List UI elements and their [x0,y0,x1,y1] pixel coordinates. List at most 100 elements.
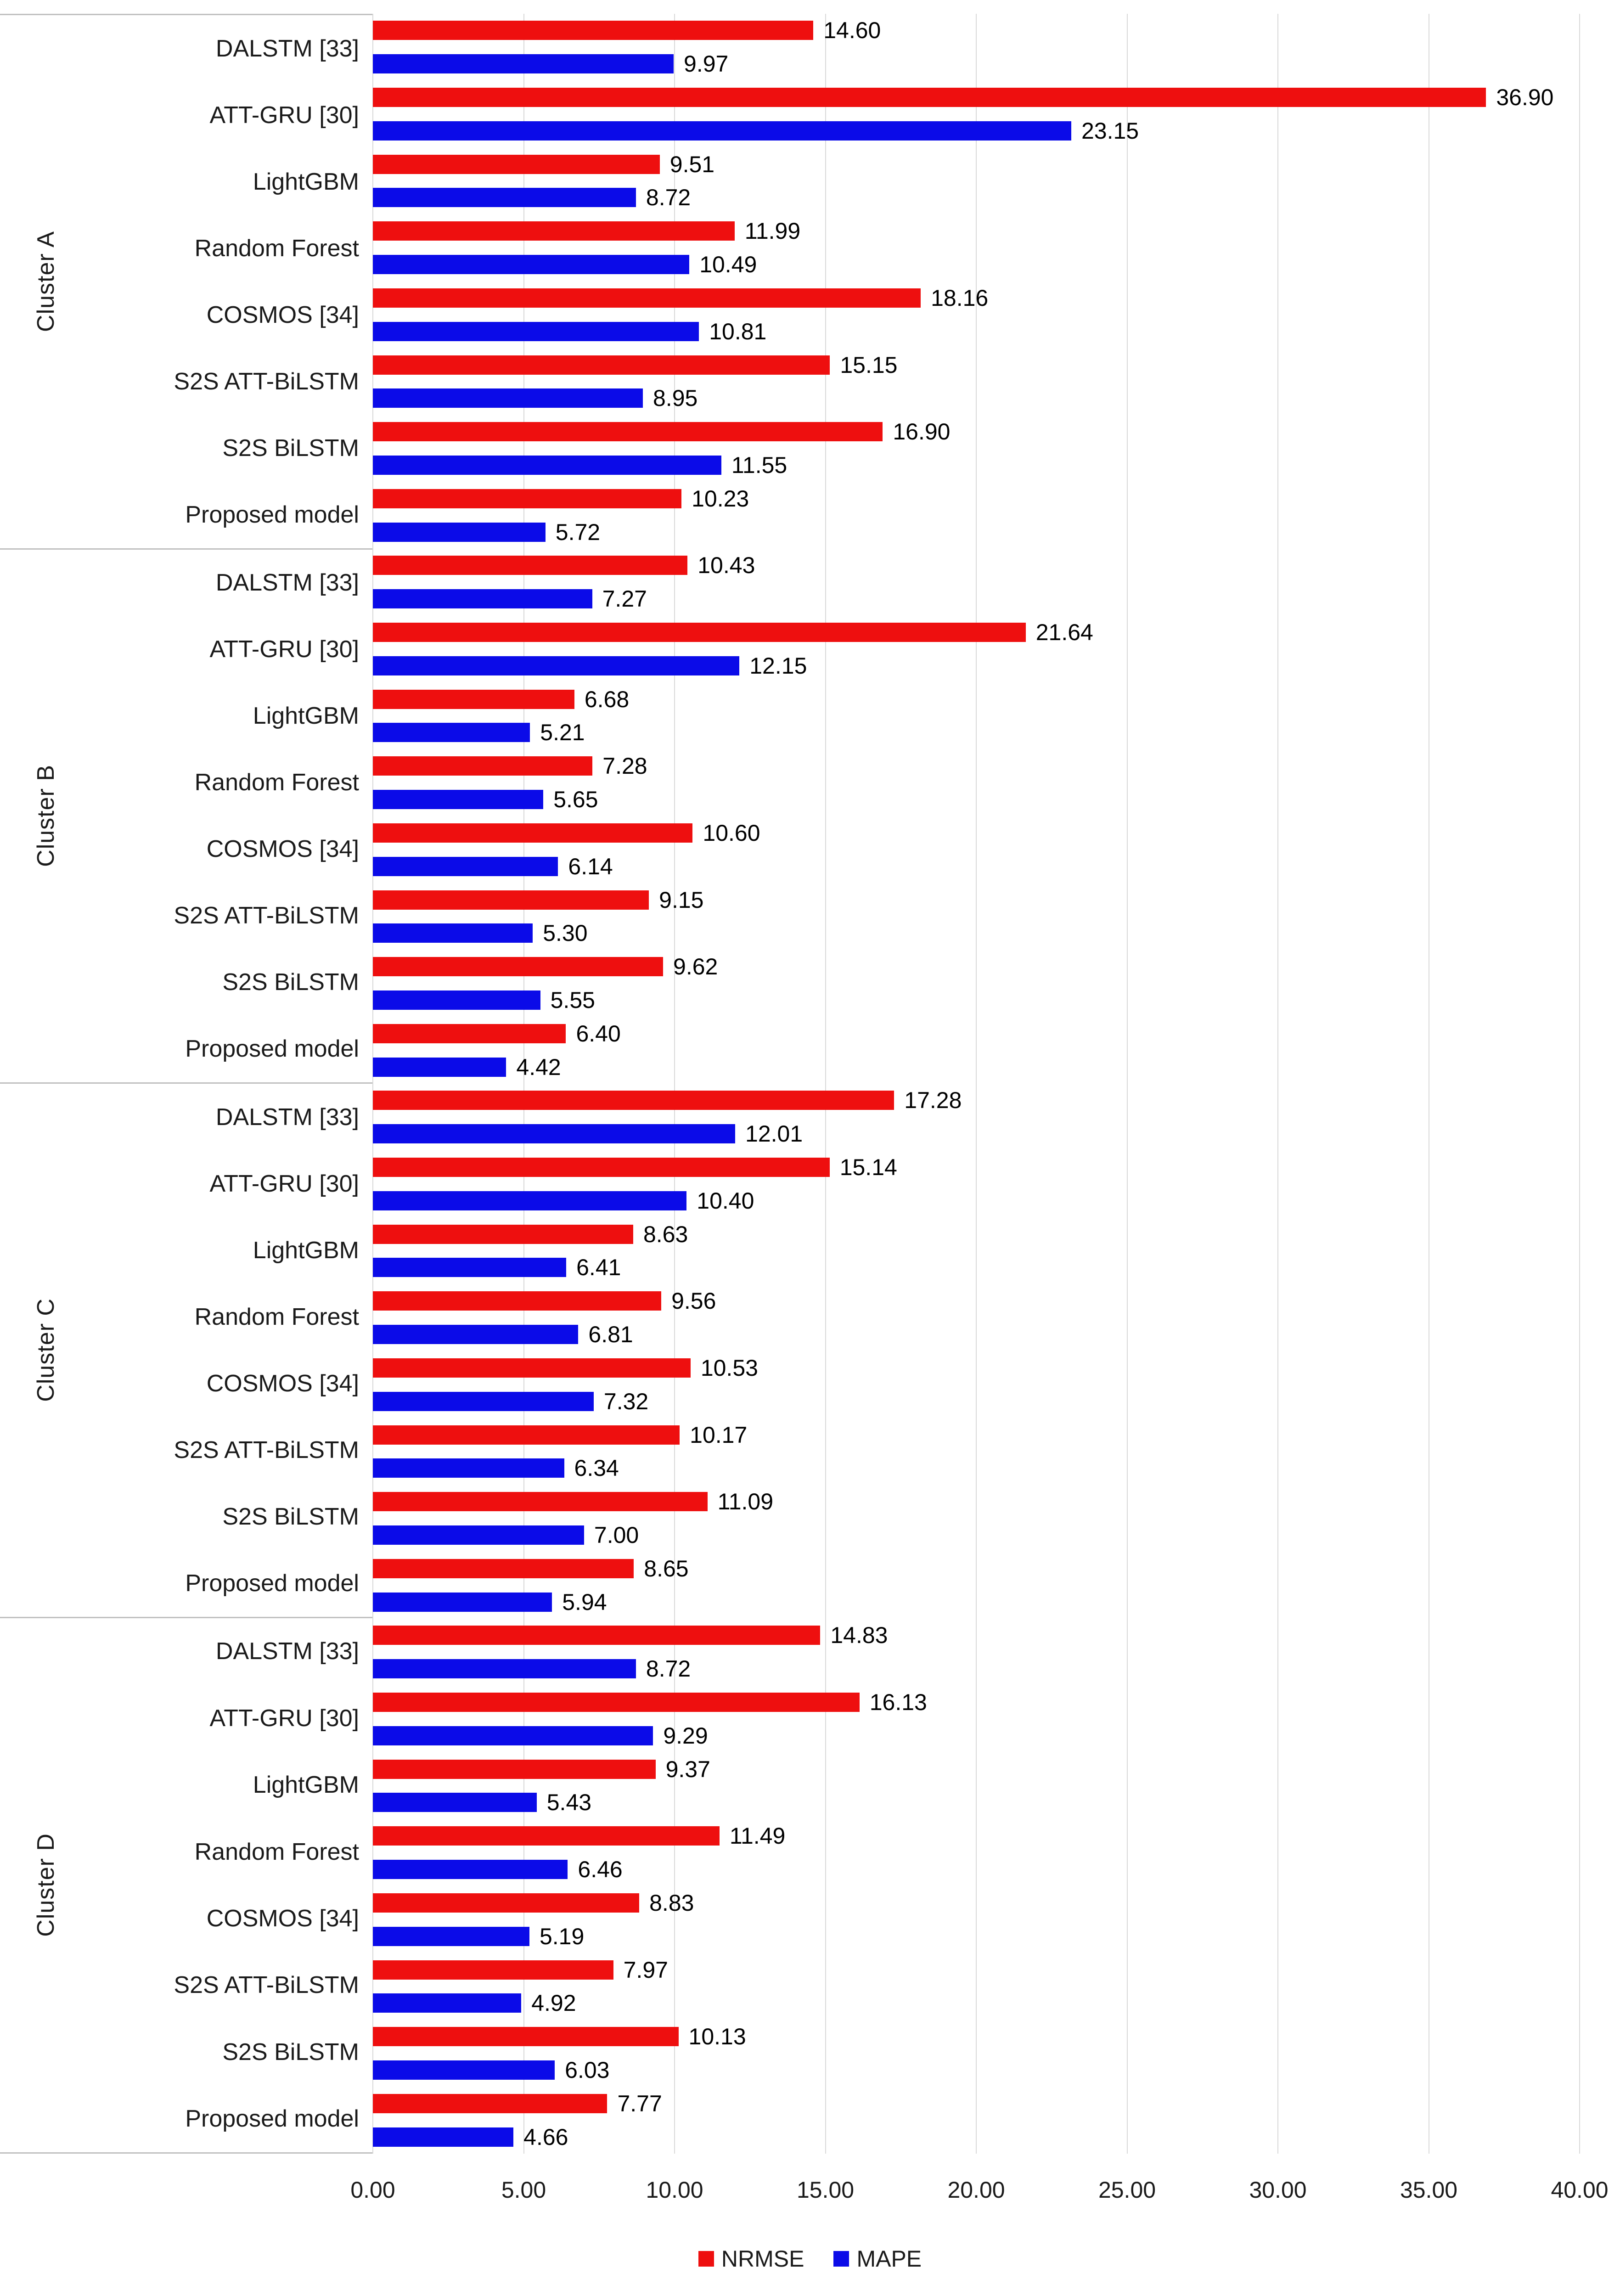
mape-bar-line: 11.55 [373,449,1580,482]
value-label: 12.01 [745,1121,803,1147]
mape-bar-line: 12.15 [373,649,1580,682]
x-tick-label: 25.00 [1098,2177,1156,2203]
cluster-group-bars: 14.60 9.97 36.90 23.15 9.51 8.72 11.99 10.49 18.… [373,14,1580,549]
nrmse-bar-line: 10.13 [373,2020,1580,2054]
value-label: 7.00 [594,1522,639,1548]
value-label: 15.14 [839,1154,897,1181]
nrmse-bar-line: 14.83 [373,1619,1580,1652]
nrmse-bar-line: 17.28 [373,1084,1580,1117]
model-row: 10.23 5.72 [373,482,1580,549]
category-axis-band: Cluster A DALSTM [33] ATT-GRU [30] LightGBM… [0,14,373,2154]
mape-bar [373,589,592,609]
nrmse-bar [373,1425,680,1445]
nrmse-bar-line: 8.83 [373,1886,1580,1920]
mape-bar-line: 6.14 [373,850,1580,883]
mape-bar-line: 10.40 [373,1184,1580,1217]
model-row: 16.90 11.55 [373,415,1580,482]
model-row: 14.60 9.97 [373,14,1580,81]
nrmse-bar [373,823,693,843]
model-label: Random Forest [194,769,359,796]
model-label: S2S ATT-BiLSTM [174,1436,359,1463]
mape-bar [373,1860,568,1880]
model-label: Random Forest [194,1303,359,1330]
nrmse-bar [373,1358,691,1378]
nrmse-bar [373,221,735,241]
mape-bar [373,2127,514,2147]
mape-bar [373,1191,687,1210]
mape-bar [373,1993,522,2013]
value-label: 11.99 [744,218,801,244]
cluster-group-band: Cluster C DALSTM [33] ATT-GRU [30] LightGBM… [0,1084,373,1618]
mape-bar [373,388,643,408]
value-label: 9.29 [663,1722,708,1749]
cluster-group-bars: 17.28 12.01 15.14 10.40 8.63 6.41 9.56 6.81 10.5… [373,1084,1580,1619]
x-tick-label: 5.00 [501,2177,546,2203]
value-label: 10.49 [699,252,757,278]
value-label: 6.14 [568,853,613,879]
mape-bar-line: 6.46 [373,1853,1580,1886]
value-label: 11.09 [717,1489,774,1515]
x-tick-label: 20.00 [947,2177,1005,2203]
nrmse-bar [373,21,814,40]
model-row: 7.97 4.92 [373,1953,1580,2020]
model-label: DALSTM [33] [215,569,359,597]
model-row: 16.13 9.29 [373,1686,1580,1753]
model-label: ATT-GRU [30] [209,101,359,129]
nrmse-bar-line: 7.97 [373,1953,1580,1986]
value-label: 5.30 [543,920,588,946]
model-row: 10.13 6.03 [373,2020,1580,2087]
nrmse-bar-line: 9.51 [373,147,1580,181]
model-row: 6.68 5.21 [373,682,1580,749]
value-label: 16.90 [893,419,951,445]
value-label: 18.16 [931,285,989,311]
gridline [976,14,977,2154]
value-label: 12.15 [749,653,807,679]
cluster-group-band: Cluster A DALSTM [33] ATT-GRU [30] LightGBM… [0,15,373,550]
nrmse-bar [373,1626,821,1645]
value-label: 6.68 [584,686,630,712]
gridline [523,14,524,2154]
model-row: 11.49 6.46 [373,1819,1580,1886]
cluster-title: Cluster D [33,1833,59,1937]
mape-bar-line: 6.41 [373,1251,1580,1284]
model-label: COSMOS [34] [206,1905,359,1932]
nrmse-bar-line: 8.63 [373,1217,1580,1251]
value-label: 7.28 [602,753,647,779]
cluster-title: Cluster C [33,1298,59,1402]
nrmse-bar-line: 6.40 [373,1017,1580,1050]
value-label: 5.21 [540,720,585,746]
model-row: 9.56 6.81 [373,1284,1580,1351]
nrmse-bar [373,489,682,508]
value-label: 6.03 [565,2057,610,2083]
value-label: 8.63 [643,1221,688,1247]
gridline [372,14,373,2154]
value-label: 10.60 [703,820,760,846]
mape-bar [373,1592,552,1612]
plot-area: 14.60 9.97 36.90 23.15 9.51 8.72 11.99 10.49 18.… [372,14,1580,2154]
mape-bar [373,856,558,876]
legend-item-nrmse: NRMSE [698,2245,804,2272]
nrmse-bar-line: 18.16 [373,281,1580,315]
value-label: 4.92 [531,1990,576,2016]
nrmse-bar [373,1224,633,1244]
legend-item-mape: MAPE [833,2245,922,2272]
legend: NRMSE MAPE [0,2245,1620,2272]
mape-bar [373,2060,555,2080]
nrmse-bar-line: 9.37 [373,1752,1580,1786]
value-label: 5.55 [550,987,595,1013]
mape-bar [373,522,546,542]
mape-bar-line: 5.43 [373,1786,1580,1819]
value-label: 10.23 [692,485,749,512]
value-label: 6.81 [588,1322,633,1348]
model-row: 9.15 5.30 [373,883,1580,950]
mape-bar-line: 7.27 [373,582,1580,616]
model-label: S2S BiLSTM [222,2038,359,2065]
model-row: 7.77 4.66 [373,2087,1580,2154]
model-row: 8.63 6.41 [373,1217,1580,1284]
mape-bar [373,321,699,341]
model-row: 21.64 12.15 [373,616,1580,683]
cluster-title-cell: Cluster D [0,1618,92,2153]
cluster-group-bars: 10.43 7.27 21.64 12.15 6.68 5.21 7.28 5.65 10.60… [373,549,1580,1084]
mape-bar [373,54,674,74]
model-row: 11.99 10.49 [373,214,1580,281]
